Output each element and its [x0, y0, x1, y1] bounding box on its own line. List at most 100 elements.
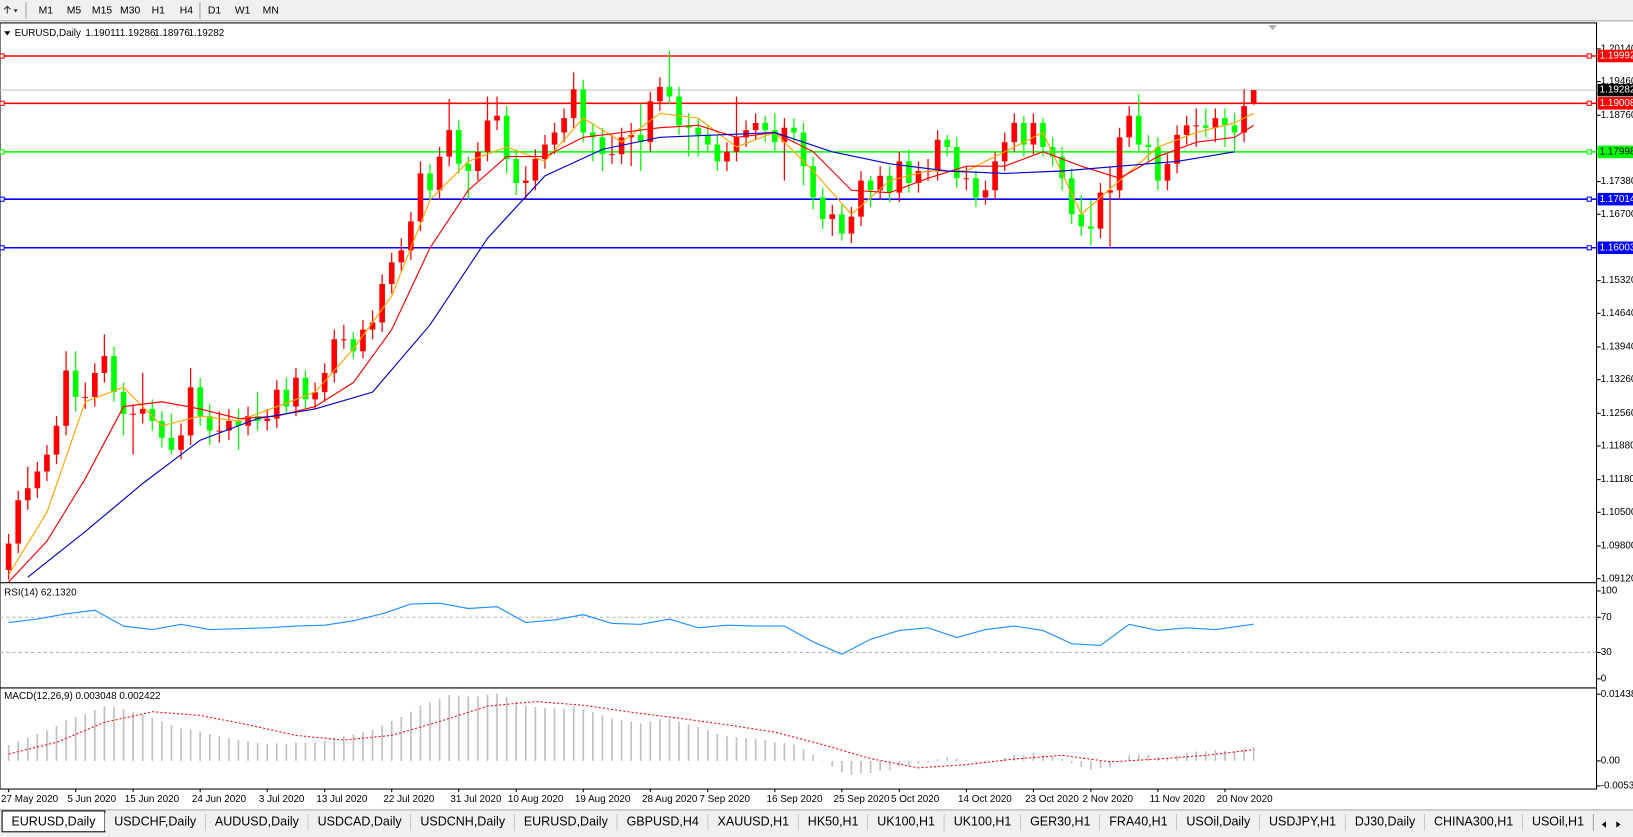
symbol-tab[interactable]: USOil,Daily — [1176, 813, 1261, 831]
tab-face[interactable] — [867, 813, 945, 831]
candle-body — [733, 137, 740, 152]
tab-label[interactable]: FRA40,H1 — [1109, 815, 1167, 829]
tab-label[interactable]: DJ30,Daily — [1355, 815, 1416, 829]
tab-scroll-right[interactable] — [1616, 821, 1621, 828]
tab-face[interactable] — [944, 813, 1021, 831]
button-label[interactable]: H4 — [180, 6, 194, 17]
symbol-tab[interactable]: USDCAD,Daily — [308, 813, 412, 831]
tab-label[interactable]: USOil,H1 — [1532, 815, 1584, 829]
symbol-tab[interactable]: CHINA300,H1 — [1424, 813, 1524, 831]
button-label[interactable]: W1 — [235, 6, 251, 17]
candle-body — [436, 156, 443, 191]
timeframe-button[interactable]: M15 — [89, 2, 116, 19]
tab-face[interactable] — [1424, 813, 1523, 831]
button-label[interactable]: M15 — [92, 6, 112, 17]
tab-face[interactable] — [104, 813, 206, 831]
symbol-tab[interactable]: DJ30,Daily — [1345, 813, 1426, 831]
shift-marker — [1268, 25, 1277, 31]
symbol-tab[interactable]: USDJPY,H1 — [1259, 813, 1347, 831]
macd-bar — [371, 729, 374, 761]
symbol-tab[interactable]: XAUUSD,H1 — [708, 813, 799, 831]
symbol-tab[interactable]: FRA40,H1 — [1099, 813, 1178, 831]
button-label[interactable]: MN — [263, 6, 279, 17]
candle-body — [963, 178, 970, 180]
macd-bar — [1128, 755, 1131, 761]
tab-label[interactable]: XAUUSD,H1 — [718, 815, 790, 829]
candle-body — [321, 372, 328, 393]
macd-bar — [1166, 757, 1169, 761]
tab-face[interactable] — [411, 813, 515, 831]
timeframe-button[interactable]: H1 — [145, 2, 172, 19]
candle-body — [1011, 122, 1018, 143]
candle-body — [1040, 122, 1046, 147]
level-label: 1.17014 — [1600, 194, 1633, 205]
candle-body — [676, 96, 682, 126]
candle-body — [590, 132, 596, 138]
macd-bar — [869, 760, 872, 773]
tab-label[interactable]: AUDUSD,Daily — [215, 815, 300, 829]
symbol-tab[interactable]: UK100,H1 — [944, 813, 1022, 831]
symbol-tab[interactable]: HK50,H1 — [798, 813, 869, 831]
tab-label[interactable]: UK100,H1 — [954, 815, 1012, 829]
symbol-tab[interactable]: GER30,H1 — [1020, 813, 1101, 831]
symbol-tab[interactable]: EURUSD,Daily — [1, 810, 106, 833]
macd-bar — [93, 709, 96, 761]
button-label[interactable]: M1 — [39, 6, 54, 17]
symbol-tab[interactable]: USDCHF,Daily — [104, 813, 207, 831]
tab-label[interactable]: USDCHF,Daily — [114, 815, 197, 829]
timeframe-button[interactable]: W1 — [229, 2, 256, 19]
tab-face[interactable] — [798, 813, 868, 831]
tab-label[interactable]: USOil,Daily — [1186, 815, 1251, 829]
button-label[interactable]: M5 — [67, 6, 82, 17]
tab-label[interactable]: GER30,H1 — [1030, 815, 1090, 829]
x-tick-label: 3 Jul 2020 — [259, 794, 305, 805]
timeframe-button[interactable]: M1 — [32, 2, 59, 19]
tab-label[interactable]: USDJPY,H1 — [1269, 815, 1336, 829]
symbol-tab[interactable]: AUDUSD,Daily — [205, 813, 309, 831]
tab-face[interactable] — [1099, 813, 1177, 831]
tab-label[interactable]: CHINA300,H1 — [1434, 815, 1513, 829]
tab-face[interactable] — [514, 813, 618, 831]
level-anchor — [1586, 245, 1592, 251]
button-label[interactable]: M30 — [120, 6, 140, 17]
tab-face[interactable] — [1176, 813, 1260, 831]
timeframe-button[interactable]: MN — [257, 2, 284, 19]
tab-face[interactable] — [205, 813, 309, 831]
tab-label[interactable]: GBPUSD,H4 — [627, 815, 699, 829]
tab-label[interactable]: EURUSD,Daily — [11, 815, 96, 829]
tab-face[interactable] — [1345, 813, 1425, 831]
dropdown-arrow[interactable] — [13, 9, 18, 13]
symbol-tab[interactable]: UK100,H1 — [867, 813, 945, 831]
symbol-tab[interactable]: EURUSD,Daily — [514, 813, 618, 831]
tab-face[interactable] — [1522, 813, 1594, 831]
tab-face[interactable] — [617, 813, 709, 831]
button-label[interactable]: H1 — [152, 6, 166, 17]
candle-body — [944, 139, 951, 147]
tab-label[interactable]: UK100,H1 — [877, 815, 935, 829]
tab-label[interactable]: USDCNH,Daily — [420, 815, 505, 829]
symbol-tab[interactable]: GBPUSD,H4 — [617, 813, 709, 831]
tab-label[interactable]: EURUSD,Daily — [524, 815, 609, 829]
tab-face[interactable] — [1259, 813, 1346, 831]
symbol-tab[interactable]: USOil,H1 — [1522, 813, 1594, 831]
timeframe-button[interactable]: D1 — [201, 2, 228, 19]
timeframe-button[interactable]: H4 — [173, 2, 200, 19]
tab-face[interactable] — [1020, 813, 1100, 831]
symbol-tab[interactable]: USDCNH,Daily — [411, 813, 515, 831]
tab-scroll-left[interactable] — [1601, 821, 1606, 828]
x-tick-label: 31 Jul 2020 — [450, 794, 502, 805]
tab-label[interactable]: HK50,H1 — [808, 815, 859, 829]
tab-face[interactable] — [708, 813, 799, 831]
y-tick-label: 1.09120 — [1601, 573, 1633, 584]
candle-body — [245, 416, 251, 426]
timeframe-button[interactable]: M30 — [117, 2, 144, 19]
tab-label[interactable]: USDCAD,Daily — [318, 815, 403, 829]
level-anchor — [0, 149, 5, 155]
x-tick-label: 5 Jun 2020 — [67, 794, 116, 805]
cursor-icon[interactable] — [3, 5, 11, 14]
tab-face[interactable] — [308, 813, 412, 831]
macd-bar — [1090, 760, 1092, 770]
button-label[interactable]: D1 — [208, 6, 222, 17]
macd-signal — [8, 701, 1254, 769]
timeframe-button[interactable]: M5 — [60, 2, 87, 19]
